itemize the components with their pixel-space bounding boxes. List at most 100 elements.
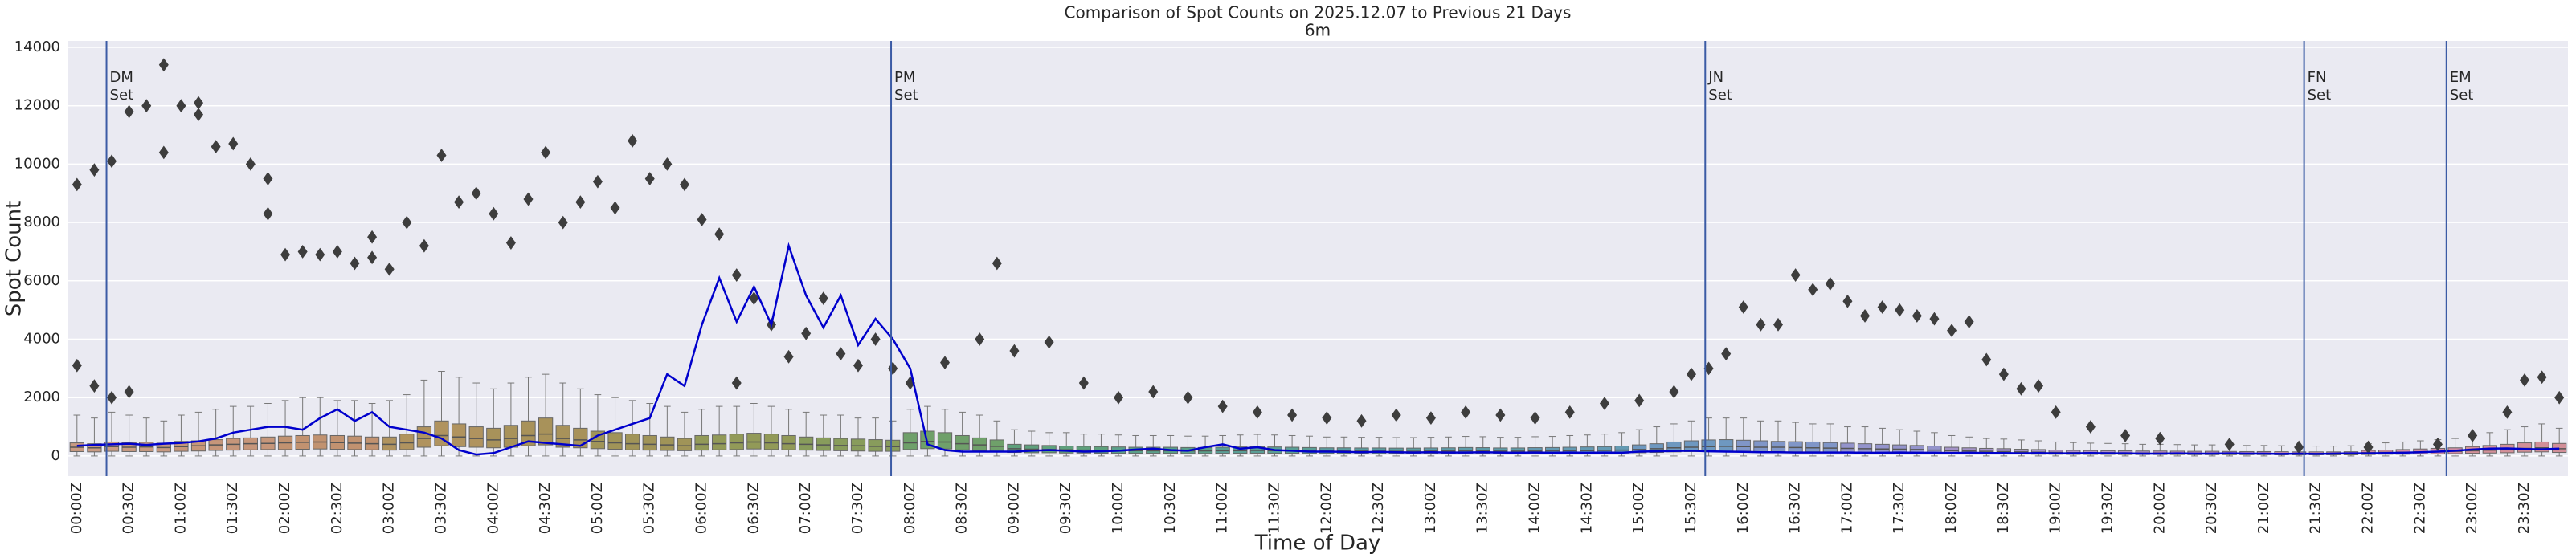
x-tick-label: 20:30Z — [2203, 483, 2220, 534]
outlier — [1877, 300, 1887, 314]
outlier — [679, 177, 689, 192]
box — [538, 417, 554, 446]
outlier — [1756, 317, 1766, 332]
outlier — [1686, 367, 1696, 381]
x-tick-label: 17:00Z — [1838, 483, 1855, 534]
x-tick-label: 16:30Z — [1787, 483, 1804, 534]
outlier — [367, 250, 378, 265]
y-tick-label: 6000 — [23, 272, 60, 289]
chart-title: Comparison of Spot Counts on 2025.12.07 … — [1065, 3, 1572, 22]
box — [642, 434, 657, 451]
x-tick-label: 03:00Z — [381, 483, 398, 534]
outlier — [158, 58, 169, 72]
x-tick-label: 07:30Z — [849, 483, 866, 534]
outlier — [350, 256, 360, 271]
outlier — [505, 236, 516, 250]
x-tick-label: 16:00Z — [1735, 483, 1752, 534]
box — [1719, 439, 1734, 452]
outlier — [2051, 405, 2061, 419]
outlier — [731, 268, 742, 282]
outlier — [749, 291, 759, 306]
outlier — [315, 247, 325, 262]
outlier — [975, 332, 985, 346]
outlier — [124, 385, 134, 399]
x-tick-label: 13:30Z — [1474, 483, 1491, 534]
x-tick-label: 07:00Z — [797, 483, 814, 534]
x-tick-label: 00:30Z — [121, 483, 137, 534]
outlier — [1564, 405, 1575, 419]
box — [382, 436, 397, 451]
outlier — [1183, 390, 1193, 405]
outlier — [714, 227, 725, 242]
outlier — [2432, 437, 2443, 451]
y-tick-label: 10000 — [14, 155, 60, 172]
outlier — [1964, 315, 1974, 329]
x-tick-label: 14:30Z — [1578, 483, 1595, 534]
x-tick-label: 12:30Z — [1370, 483, 1387, 534]
outlier — [158, 145, 169, 160]
outlier — [1009, 344, 1020, 358]
box — [677, 438, 693, 451]
x-tick-label: 02:30Z — [329, 483, 346, 534]
outlier — [2537, 370, 2547, 385]
box — [955, 434, 970, 450]
box — [2534, 441, 2549, 453]
outlier — [2016, 381, 2026, 396]
event-label: DM — [110, 69, 133, 86]
outlier — [1895, 303, 1905, 317]
x-tick-label: 21:30Z — [2308, 483, 2325, 534]
box — [972, 437, 987, 451]
outlier — [2085, 420, 2096, 434]
y-tick-label: 8000 — [23, 214, 60, 230]
outlier — [541, 145, 551, 160]
outlier — [644, 172, 655, 185]
box — [694, 434, 709, 451]
outlier — [992, 256, 1002, 271]
outlier — [2120, 429, 2131, 442]
outlier — [1634, 393, 1645, 408]
x-tick-label: 20:00Z — [2151, 483, 2168, 534]
outlier — [1929, 312, 1940, 326]
x-tick-label: 15:30Z — [1683, 483, 1699, 534]
x-tick-label: 01:30Z — [224, 483, 241, 534]
outlier — [419, 238, 429, 253]
box — [624, 434, 640, 450]
x-tick-label: 09:00Z — [1005, 483, 1022, 534]
outlier — [870, 332, 881, 346]
outlier — [801, 326, 812, 340]
box — [989, 439, 1004, 452]
x-tick-label: 21:00Z — [2255, 483, 2272, 534]
box — [486, 427, 501, 449]
outlier — [1530, 411, 1540, 426]
box — [1632, 444, 1647, 454]
outlier — [523, 192, 534, 206]
x-tick-label: 23:00Z — [2464, 483, 2480, 534]
event-label: EM — [2450, 69, 2472, 86]
outlier — [610, 201, 620, 215]
outlier — [2034, 379, 2044, 393]
outlier — [592, 174, 603, 189]
outlier — [72, 358, 82, 373]
outlier — [141, 99, 152, 113]
x-tick-label: 11:00Z — [1214, 483, 1231, 534]
outlier — [2468, 429, 2478, 442]
x-tick-label: 06:00Z — [693, 483, 710, 534]
box — [937, 432, 953, 450]
box — [1736, 439, 1751, 452]
x-axis-title: Time of Day — [1254, 532, 1381, 556]
box — [1788, 441, 1803, 453]
outlier — [1998, 367, 2009, 381]
outlier — [2363, 440, 2374, 454]
x-tick-label: 22:00Z — [2360, 483, 2377, 534]
outlier — [1981, 352, 1992, 367]
outlier — [1287, 408, 1298, 422]
box — [1805, 441, 1821, 453]
x-tick-label: 10:00Z — [1110, 483, 1126, 534]
x-tick-label: 02:00Z — [276, 483, 293, 534]
x-tick-label: 10:30Z — [1162, 483, 1179, 534]
x-tick-label: 22:30Z — [2411, 483, 2428, 534]
box — [885, 439, 901, 452]
outlier — [1252, 405, 1262, 419]
box — [2517, 442, 2533, 453]
